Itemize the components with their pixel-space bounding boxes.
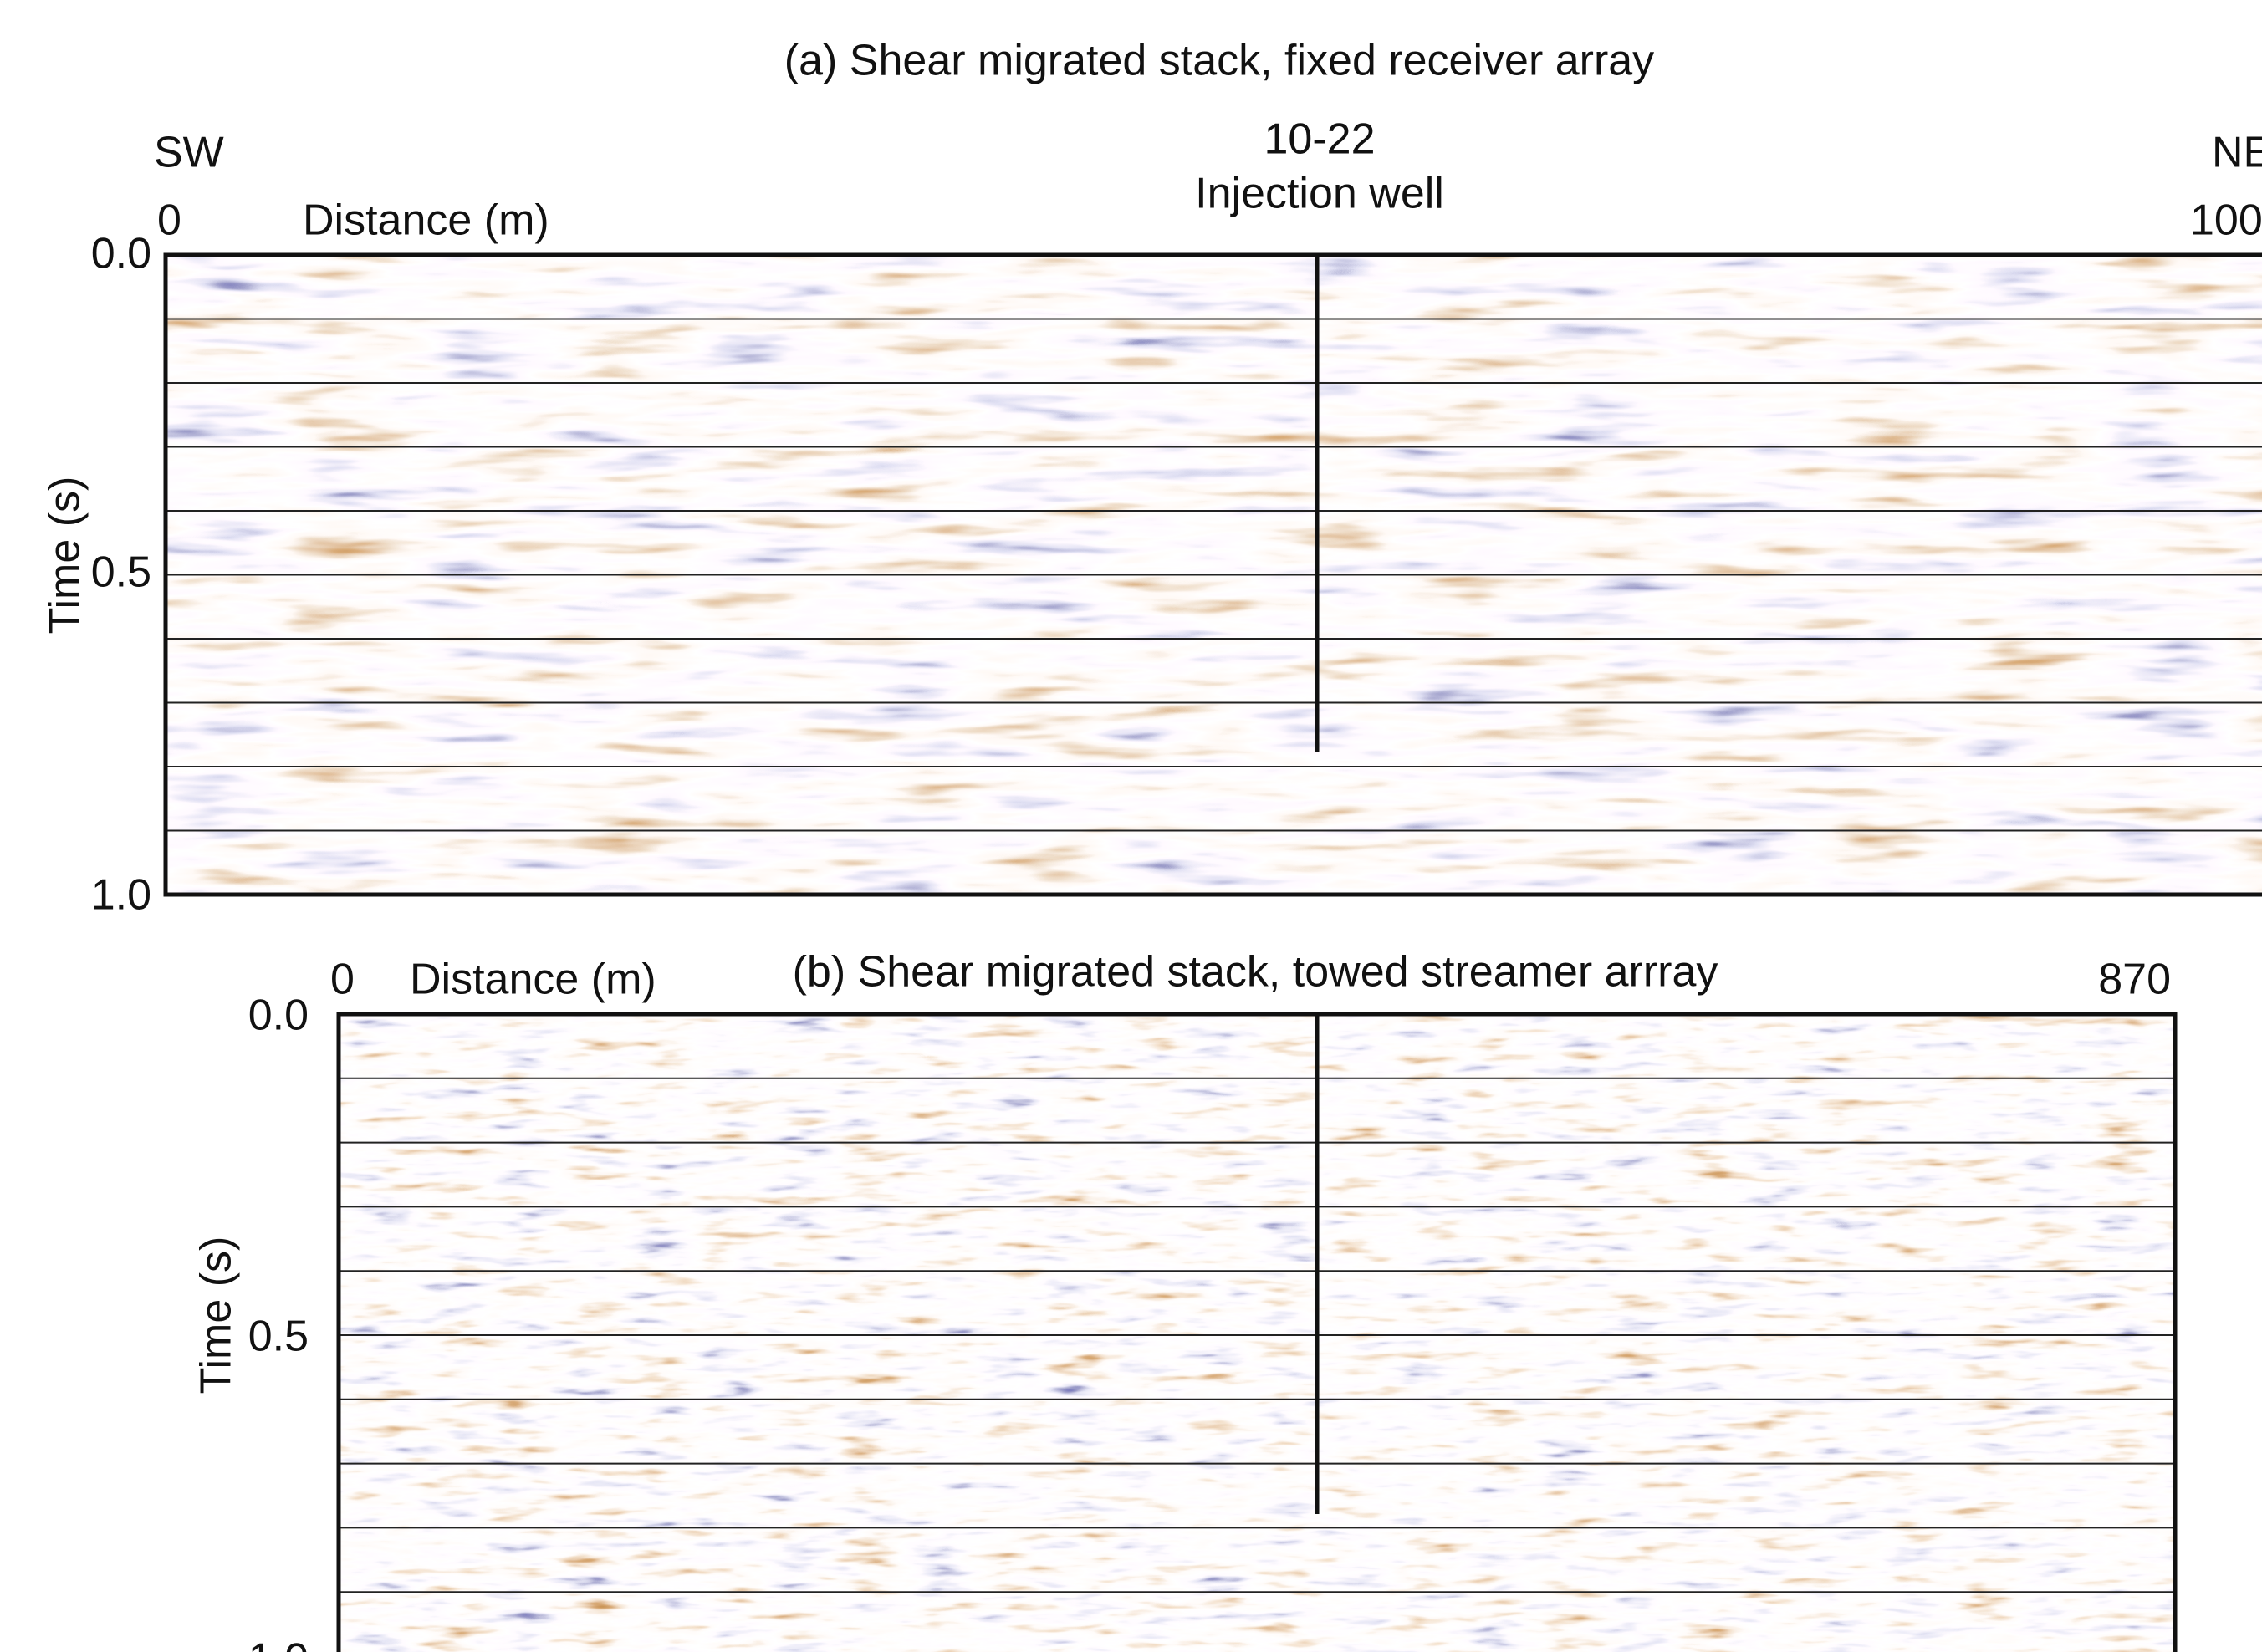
x-start-label: 0 — [330, 956, 355, 1004]
x-axis-label: Distance (m) — [303, 196, 549, 245]
y-tick-label: 1.0 — [91, 871, 151, 920]
x-start-label: 0 — [157, 196, 181, 245]
y-axis-label: Time (s) — [192, 1236, 241, 1395]
time-lines — [339, 1077, 2175, 1593]
well-name: Injection well — [1195, 170, 1444, 218]
y-tick-label: 0.5 — [91, 548, 151, 597]
direction-label: SW — [154, 129, 224, 177]
time-lines — [166, 318, 2262, 832]
panel-title: (b) Shear migrated stack, towed streamer… — [793, 948, 1718, 997]
well-id: 10-22 — [1264, 115, 1376, 164]
seismic-section — [339, 1014, 2175, 1652]
y-tick-label: 1.0 — [248, 1635, 309, 1652]
x-end-label: 870 — [2098, 956, 2171, 1004]
direction-label: NE — [2212, 129, 2262, 177]
y-axis-label: Time (s) — [41, 477, 89, 635]
y-tick-label: 0.0 — [91, 230, 151, 278]
x-axis-label: Distance (m) — [410, 956, 656, 1004]
panel-frame — [163, 252, 2262, 897]
panel-title: (a) Shear migrated stack, fixed receiver… — [784, 37, 1654, 85]
y-tick-label: 0.0 — [248, 992, 309, 1040]
y-tick-label: 0.5 — [248, 1313, 309, 1361]
panel-frame — [336, 1012, 2178, 1652]
